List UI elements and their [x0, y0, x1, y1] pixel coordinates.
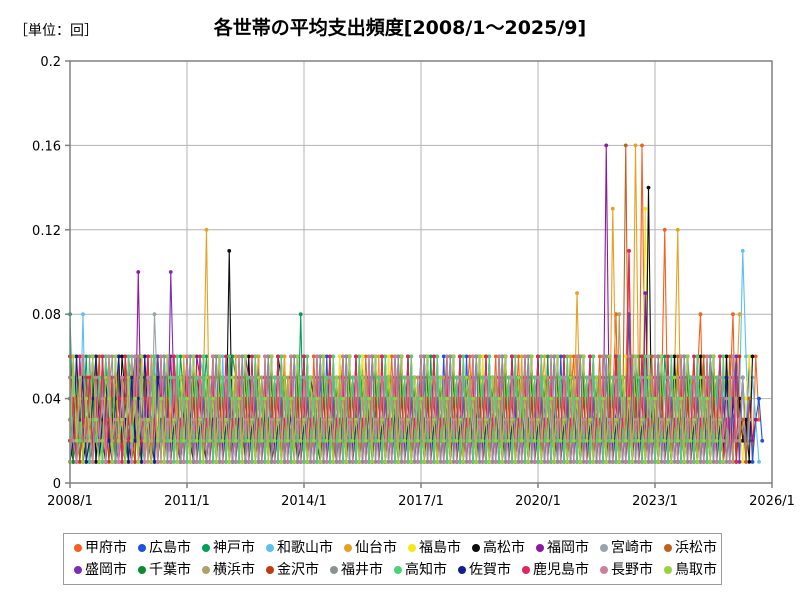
legend-item-広島市[interactable]: 広島市: [138, 541, 191, 555]
legend-item-鹿児島市[interactable]: 鹿児島市: [522, 563, 589, 577]
legend-item-仙台市[interactable]: 仙台市: [344, 541, 397, 555]
svg-text:0.12: 0.12: [32, 224, 61, 239]
legend-label: 横浜市: [213, 562, 255, 578]
legend-item-高松市[interactable]: 高松市: [472, 541, 525, 555]
legend-marker-icon: [664, 566, 672, 574]
legend-label: 神戸市: [213, 540, 255, 556]
series-高知市: [68, 354, 732, 464]
legend-marker-icon: [536, 544, 544, 552]
unit-label: ［単位：回］: [14, 23, 98, 39]
legend-label: 福井市: [341, 562, 383, 578]
legend-marker-icon: [458, 566, 466, 574]
legend-marker-icon: [600, 566, 608, 574]
legend-item-神戸市[interactable]: 神戸市: [202, 541, 255, 555]
legend-item-鳥取市[interactable]: 鳥取市: [664, 563, 717, 577]
legend-item-長野市[interactable]: 長野市: [600, 563, 653, 577]
legend-label: 甲府市: [85, 540, 127, 556]
svg-text:2008/1: 2008/1: [47, 494, 93, 509]
legend-label: 盛岡市: [85, 562, 127, 578]
legend-label: 福岡市: [547, 540, 589, 556]
legend-item-福岡市[interactable]: 福岡市: [536, 541, 589, 555]
legend-label: 鹿児島市: [533, 562, 589, 578]
legend-label: 高松市: [483, 540, 525, 556]
legend-marker-icon: [472, 544, 480, 552]
legend-item-福井市[interactable]: 福井市: [330, 563, 383, 577]
legend-item-佐賀市[interactable]: 佐賀市: [458, 563, 511, 577]
legend-marker-icon: [266, 566, 274, 574]
legend-label: 金沢市: [277, 562, 319, 578]
legend-label: 千葉市: [149, 562, 191, 578]
legend-label: 宮崎市: [611, 540, 653, 556]
legend-marker-icon: [74, 544, 82, 552]
legend-marker-icon: [344, 544, 352, 552]
legend-row-1: 甲府市 広島市 神戸市 和歌山市 仙台市 福島市 高松市 福岡市 宮崎市 浜松市: [64, 537, 721, 559]
legend-item-和歌山市[interactable]: 和歌山市: [266, 541, 333, 555]
legend-marker-icon: [202, 566, 210, 574]
legend-label: 仙台市: [355, 540, 397, 556]
svg-text:2011/1: 2011/1: [164, 494, 210, 509]
legend-marker-icon: [408, 544, 416, 552]
legend-marker-icon: [330, 566, 338, 574]
legend-marker-icon: [266, 544, 274, 552]
legend-item-横浜市[interactable]: 横浜市: [202, 563, 255, 577]
axis-frame: [65, 60, 773, 488]
svg-text:2026/1: 2026/1: [749, 494, 795, 509]
legend-item-盛岡市[interactable]: 盛岡市: [74, 563, 127, 577]
legend-label: 鳥取市: [675, 562, 717, 578]
legend-label: 長野市: [611, 562, 653, 578]
legend-row-2: 盛岡市 千葉市 横浜市 金沢市 福井市 高知市 佐賀市 鹿児島市 長野市 鳥取市: [64, 559, 721, 581]
legend-label: 高知市: [405, 562, 447, 578]
legend-item-甲府市[interactable]: 甲府市: [74, 541, 127, 555]
legend-marker-icon: [600, 544, 608, 552]
legend-marker-icon: [522, 566, 530, 574]
svg-text:2014/1: 2014/1: [281, 494, 327, 509]
svg-text:2017/1: 2017/1: [398, 494, 444, 509]
legend-marker-icon: [394, 566, 402, 574]
legend-marker-icon: [138, 544, 146, 552]
svg-text:0: 0: [53, 477, 61, 492]
chart-title: 各世帯の平均支出頻度[2008/1～2025/9]: [213, 17, 587, 39]
series-鳥取市: [68, 354, 726, 464]
legend-item-高知市[interactable]: 高知市: [394, 563, 447, 577]
legend-label: 和歌山市: [277, 540, 333, 556]
legend-marker-icon: [138, 566, 146, 574]
legend-item-福島市[interactable]: 福島市: [408, 541, 461, 555]
legend-marker-icon: [202, 544, 210, 552]
legend-item-浜松市[interactable]: 浜松市: [664, 541, 717, 555]
series-lines: [68, 143, 765, 464]
svg-text:0.2: 0.2: [40, 55, 61, 70]
legend-marker-icon: [74, 566, 82, 574]
legend-label: 福島市: [419, 540, 461, 556]
legend-item-宮崎市[interactable]: 宮崎市: [600, 541, 653, 555]
svg-text:2023/1: 2023/1: [632, 494, 678, 509]
legend-item-千葉市[interactable]: 千葉市: [138, 563, 191, 577]
legend-label: 浜松市: [675, 540, 717, 556]
legend: 甲府市 広島市 神戸市 和歌山市 仙台市 福島市 高松市 福岡市 宮崎市 浜松市盛岡市 千葉市 横浜市…: [63, 533, 722, 585]
svg-text:2020/1: 2020/1: [515, 494, 561, 509]
svg-text:0.08: 0.08: [32, 308, 61, 323]
legend-item-金沢市[interactable]: 金沢市: [266, 563, 319, 577]
axis-tick-labels: 0 0.04 0.08 0.12 0.16 0.2 2008/1 2011/1 2014/1 20…: [32, 55, 795, 509]
legend-marker-icon: [664, 544, 672, 552]
legend-label: 広島市: [149, 540, 191, 556]
legend-label: 佐賀市: [469, 562, 511, 578]
svg-text:0.16: 0.16: [32, 139, 61, 154]
svg-text:0.04: 0.04: [32, 393, 61, 408]
